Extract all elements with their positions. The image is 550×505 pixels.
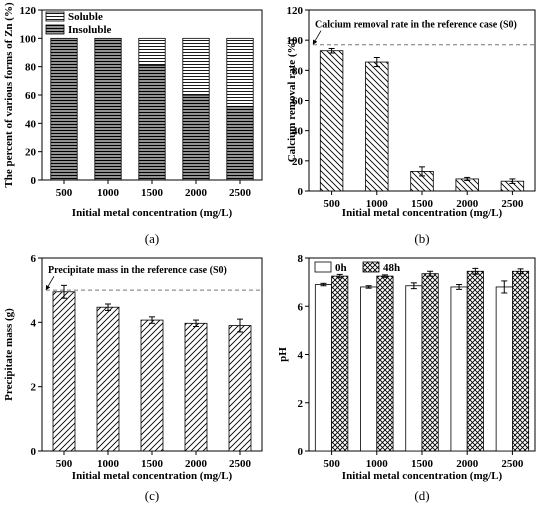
bar-1 — [421, 273, 439, 452]
bar — [365, 61, 389, 192]
legend-swatch-insoluble — [45, 24, 65, 35]
y-tick-label: 0 — [298, 186, 304, 198]
panel-label: (a) — [145, 231, 159, 246]
y-tick-label: 8 — [298, 253, 304, 265]
y-tick-label: 120 — [287, 5, 304, 17]
x-tick-label: 1500 — [141, 458, 164, 470]
x-tick-label: 2500 — [229, 458, 252, 470]
y-tick-label: 6 — [298, 301, 304, 313]
reference-annotation: Precipitate mass in the reference case (… — [48, 265, 227, 276]
bar-insoluble — [182, 94, 210, 181]
legend-label-soluble: Soluble — [68, 11, 103, 23]
x-tick-label: 2500 — [229, 187, 252, 199]
x-tick-label: 1500 — [411, 458, 434, 470]
bar — [184, 322, 208, 452]
panel-label: (c) — [145, 488, 159, 503]
reference-annotation: Calcium removal rate in the reference ca… — [315, 20, 517, 31]
y-tick-label: 0 — [298, 446, 304, 458]
x-tick-label: 1000 — [366, 458, 389, 470]
annotation-arrow — [45, 275, 55, 291]
x-tick-label: 500 — [56, 187, 73, 199]
x-axis-label: Initial metal concentration (mg/L) — [342, 470, 503, 482]
bar-1 — [331, 275, 349, 452]
y-tick-label: 4 — [298, 350, 304, 362]
panel-label: (b) — [414, 231, 429, 246]
y-tick-label: 2 — [31, 382, 37, 394]
x-axis-label: Initial metal concentration (mg/L) — [342, 207, 503, 219]
y-tick-label: 100 — [287, 35, 304, 47]
y-tick-label: 6 — [31, 253, 37, 265]
y-tick-label: 80 — [292, 65, 304, 77]
x-tick-label: 500 — [323, 458, 340, 470]
bar — [228, 325, 252, 452]
bar-1 — [512, 270, 530, 452]
y-tick-label: 60 — [25, 90, 37, 102]
legend-swatch-soluble — [45, 11, 65, 22]
x-tick-label: 2000 — [185, 187, 208, 199]
legend-label-0h: 0h — [335, 262, 347, 274]
y-axis-label: Precipitate mass (g) — [3, 308, 15, 401]
x-tick-label: 500 — [56, 458, 73, 470]
y-tick-label: 40 — [292, 126, 304, 138]
y-tick-label: 2 — [298, 398, 304, 410]
x-tick-label: 2500 — [501, 458, 524, 470]
x-tick-label: 2500 — [501, 198, 524, 210]
panel-label: (d) — [414, 488, 429, 503]
bar — [96, 306, 120, 452]
x-axis-label: Initial metal concentration (mg/L) — [72, 470, 233, 482]
y-axis-label: pH — [277, 347, 289, 362]
y-tick-label: 4 — [31, 317, 37, 329]
bar-1 — [466, 270, 484, 452]
legend-swatch-0h — [314, 261, 332, 273]
x-tick-label: 1500 — [141, 187, 164, 199]
y-axis-label: The percent of various forms of Zn (%) — [3, 2, 15, 188]
bar-insoluble — [226, 105, 254, 181]
x-tick-label: 1000 — [97, 458, 120, 470]
y-tick-label: 20 — [25, 147, 37, 159]
bar-0 — [450, 286, 468, 452]
bar-soluble — [182, 37, 210, 96]
x-tick-label: 2000 — [456, 198, 479, 210]
x-tick-label: 1000 — [97, 187, 120, 199]
y-tick-label: 60 — [292, 96, 304, 108]
y-tick-label: 80 — [25, 62, 37, 74]
y-tick-label: 20 — [292, 156, 304, 168]
x-tick-label: 1000 — [366, 198, 389, 210]
bar-soluble — [226, 37, 254, 107]
bar — [52, 291, 76, 452]
bar-soluble — [138, 37, 166, 66]
bar-insoluble — [50, 37, 78, 181]
annotation-arrow — [312, 30, 322, 45]
legend-swatch-48h — [362, 261, 380, 273]
y-tick-label: 0 — [31, 175, 37, 187]
legend-label-insoluble: Insoluble — [68, 24, 112, 36]
x-tick-label: 2000 — [185, 458, 208, 470]
bar-0 — [360, 286, 378, 452]
y-axis-label: Calcium removal rate (%) — [286, 38, 298, 162]
y-tick-label: 100 — [20, 33, 37, 45]
y-tick-label: 0 — [31, 446, 37, 458]
x-tick-label: 2000 — [456, 458, 479, 470]
x-tick-label: 500 — [323, 198, 340, 210]
y-tick-label: 40 — [25, 118, 37, 130]
bar-insoluble — [94, 37, 122, 181]
bar-insoluble — [138, 64, 166, 181]
x-tick-label: 1500 — [411, 198, 434, 210]
bar-1 — [376, 275, 394, 452]
bar-0 — [405, 285, 423, 452]
bar-0 — [314, 284, 333, 452]
x-axis-label: Initial metal concentration (mg/L) — [72, 207, 233, 219]
y-tick-label: 120 — [20, 5, 37, 17]
bar — [319, 50, 344, 192]
bar — [140, 319, 164, 452]
bar-0 — [495, 286, 513, 452]
legend-label-48h: 48h — [383, 262, 400, 274]
